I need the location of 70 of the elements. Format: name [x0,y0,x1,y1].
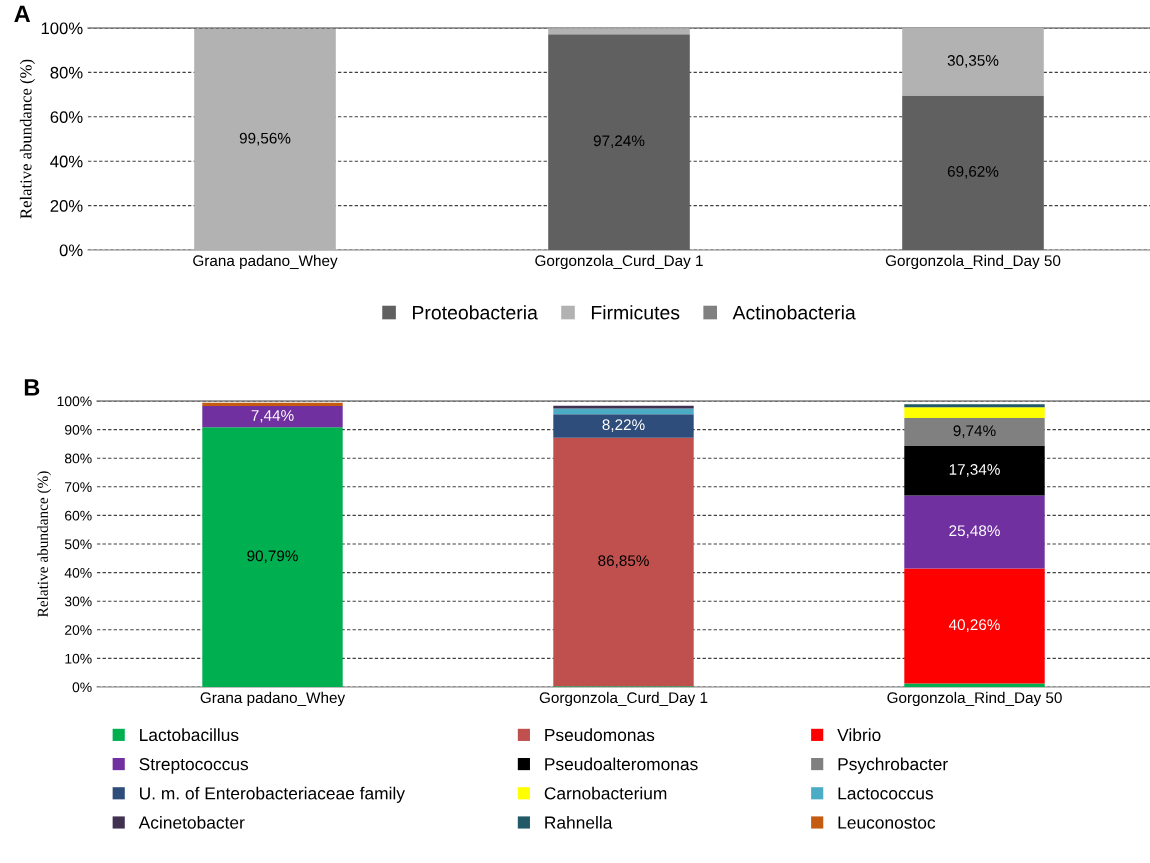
data-label: 97,24% [593,135,645,148]
y-tick-label: 20% [65,625,92,635]
chart-title: B [24,379,40,396]
x-tick-label: Grana padano_Whey [200,691,346,707]
legend-label: Acinetobacter [138,815,245,829]
y-tick-label: 90% [64,424,92,435]
y-tick-label: 40% [50,155,83,168]
data-label: 69,62% [947,166,999,179]
legend-label: Firmicutes [591,305,680,320]
legend-label: Proteobacteria [413,305,538,320]
bar [202,406,343,428]
y-axis-title: Relative abundance (%) [19,59,35,219]
legend-label: Pseudoalteromonas [545,757,698,771]
y-tick-label: 20% [50,200,83,212]
legend-label: Rahnella [545,815,613,829]
data-label: 8,22% [602,419,645,432]
data-label: 9,74% [953,425,996,438]
y-tick-label: 60% [50,111,83,123]
bar [902,95,1044,250]
bar [553,437,694,687]
bar [202,427,343,687]
legend-label: U. m. of Enterobacteriaceae family [140,786,405,803]
legend-label: Actinobacteria [732,305,856,320]
x-tick-label: Gorgonzola_Curd_Day 1 [535,254,703,270]
data-label: 30,35% [947,55,999,68]
bar [902,28,1044,96]
y-tick-label: 0% [72,682,92,693]
data-label: 90,79% [247,550,298,564]
bar [904,407,1045,419]
legend-label: Leuconostoc [838,816,936,829]
y-tick-label: 100% [57,396,92,407]
data-label: 25,48% [949,525,1000,538]
bar [904,495,1045,569]
x-tick-label: Grana padano_Whey [193,254,338,270]
data-label: 17,34% [949,464,1000,477]
bar [904,418,1045,446]
y-tick-label: 0% [59,244,83,257]
y-tick-label: 70% [65,482,92,492]
y-tick-label: 40% [64,567,92,578]
bar [904,445,1045,496]
bar [553,414,694,438]
bar [553,405,694,409]
x-tick-label: Gorgonzola_Rind_Day 50 [885,254,1061,270]
y-tick-label: 80% [50,66,83,79]
data-label: 7,44% [251,410,294,423]
y-tick-label: 30% [64,596,92,607]
legend-label: Lactobacillus [140,728,239,742]
y-tick-label: 10% [65,653,92,664]
y-tick-label: 60% [65,510,92,521]
legend-label: Pseudomonas [545,728,655,742]
data-label: 40,26% [948,619,1000,632]
legend-label: Streptococcus [139,758,249,774]
legend-label: Vibrio [837,728,881,742]
y-tick-label: 100% [41,22,83,35]
chart-title: A [14,5,31,22]
bar [904,568,1045,684]
x-tick-label: Gorgonzola_Curd_Day 1 [539,691,708,707]
bar [548,34,690,250]
bar [194,28,336,250]
y-tick-label: 50% [64,539,92,550]
x-tick-label: Gorgonzola_Rind_Day 50 [887,691,1062,707]
bar [904,404,1045,408]
data-label: 86,85% [598,555,649,568]
legend-label: Psychrobacter [838,757,948,774]
bar [548,28,690,35]
y-axis-title: Relative abundance (%) [37,471,52,617]
data-label: 99,56% [239,132,291,146]
y-tick-label: 80% [64,453,92,464]
legend-label: Lactococcus [838,787,934,800]
legend-label: Carnobacterium [544,786,667,800]
